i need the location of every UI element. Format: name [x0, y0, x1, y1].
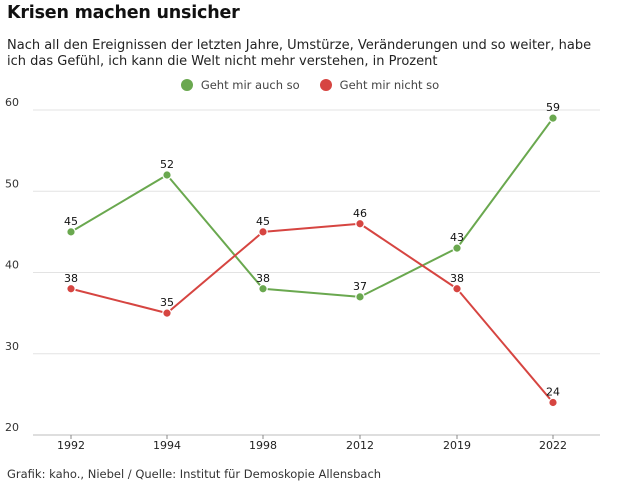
legend-label-series-2: Geht mir nicht so — [339, 78, 440, 92]
x-tick-label-1994: 1994 — [153, 439, 181, 452]
legend: Geht mir auch so Geht mir nicht so — [0, 78, 620, 92]
data-point-series-2-1998 — [258, 227, 268, 237]
data-label-series-1-2012: 37 — [353, 280, 367, 293]
y-tick-label-20: 20 — [5, 421, 19, 434]
data-point-series-1-2012 — [355, 292, 365, 302]
data-point-series-2-2012 — [355, 218, 365, 229]
source-credit: Grafik: kaho., Niebel / Quelle: Institut… — [7, 467, 382, 481]
x-tick-label-2012: 2012 — [346, 439, 374, 452]
data-point-series-1-1994 — [162, 170, 172, 180]
data-point-series-2-2019 — [452, 283, 462, 294]
series-line-2 — [70, 222, 554, 404]
x-tick-label-2022: 2022 — [539, 439, 567, 452]
data-point-series-1-1998 — [258, 283, 268, 294]
data-label-series-2-1998: 45 — [256, 215, 270, 228]
chart-title: Krisen machen unsicher — [7, 3, 240, 23]
data-label-series-1-1992: 45 — [64, 215, 78, 228]
x-tick-label-1992: 1992 — [57, 439, 85, 452]
legend-label-series-1: Geht mir auch so — [200, 78, 300, 92]
series-line-1 — [70, 117, 554, 298]
data-label-series-1-1998: 38 — [256, 272, 270, 285]
data-point-series-1-2022 — [548, 113, 558, 123]
y-tick-label-60: 60 — [5, 96, 19, 109]
data-label-series-2-1992: 38 — [64, 272, 78, 285]
legend-item-series-1[interactable]: Geht mir auch so — [180, 78, 300, 92]
data-label-series-1-2019: 43 — [450, 231, 464, 244]
data-label-series-1-1994: 52 — [160, 158, 174, 171]
data-label-series-1-2022: 59 — [546, 101, 560, 114]
x-tick-label-2019: 2019 — [443, 439, 471, 452]
legend-marker-series-1 — [180, 79, 193, 91]
legend-marker-series-2 — [319, 79, 332, 91]
data-point-series-1-1992 — [66, 227, 76, 237]
data-point-series-2-1994 — [162, 308, 172, 318]
data-point-series-2-2022 — [548, 397, 558, 408]
data-point-series-2-1992 — [66, 283, 76, 294]
chart-subtitle: Nach all den Ereignissen der letzten Jah… — [7, 38, 592, 69]
data-label-series-2-2012: 46 — [353, 207, 367, 220]
data-label-series-2-2019: 38 — [450, 272, 464, 285]
legend-item-series-2[interactable]: Geht mir nicht so — [319, 78, 440, 92]
x-tick-label-1998: 1998 — [249, 439, 277, 452]
y-tick-label-30: 30 — [5, 340, 19, 353]
data-label-series-2-1994: 35 — [160, 296, 174, 309]
y-tick-label-40: 40 — [5, 259, 19, 272]
y-tick-label-50: 50 — [5, 177, 19, 190]
data-label-series-2-2022: 24 — [546, 386, 560, 399]
data-point-series-1-2019 — [452, 243, 462, 253]
